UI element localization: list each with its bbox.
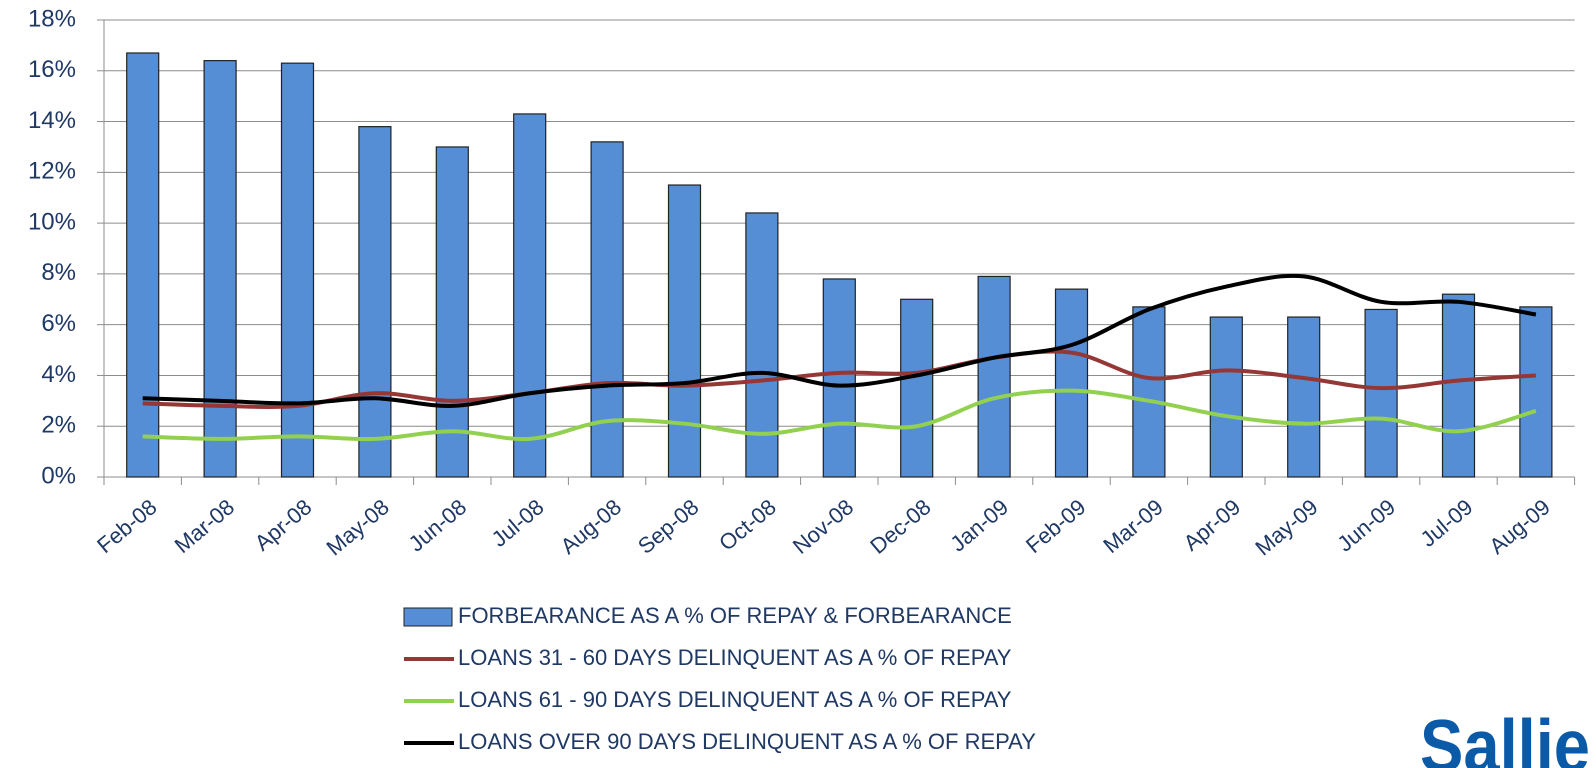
legend-label: LOANS 31 - 60 DAYS DELINQUENT AS A % OF … xyxy=(458,645,1012,670)
y-tick-label: 14% xyxy=(28,107,76,134)
x-tick-label: Feb-09 xyxy=(1021,494,1090,558)
x-tick-label: Jan-09 xyxy=(945,494,1013,556)
legend-label: LOANS 61 - 90 DAYS DELINQUENT AS A % OF … xyxy=(458,687,1012,712)
x-tick-label: Jun-09 xyxy=(1332,494,1400,556)
bar xyxy=(590,141,624,478)
x-tick-label: Apr-09 xyxy=(1179,494,1246,556)
legend-swatch xyxy=(403,607,453,627)
bar xyxy=(203,60,237,478)
y-tick-label: 12% xyxy=(28,158,76,185)
line xyxy=(142,273,1537,408)
y-tick-label: 8% xyxy=(41,259,76,286)
y-tick-label: 0% xyxy=(41,462,76,489)
legend-label: FORBEARANCE AS A % OF REPAY & FORBEARANC… xyxy=(458,603,1012,628)
y-tick-label: 18% xyxy=(28,5,76,32)
x-tick-label: May-09 xyxy=(1250,494,1322,560)
x-tick-label: Mar-09 xyxy=(1098,494,1167,558)
bar xyxy=(1209,316,1243,478)
bar xyxy=(977,275,1011,478)
x-tick-label: Jul-08 xyxy=(487,494,549,552)
x-tick-label: Oct-08 xyxy=(714,494,781,556)
logo: Sallie xyxy=(1420,705,1590,768)
x-tick-label: Aug-09 xyxy=(1484,494,1554,559)
x-tick-label: Aug-08 xyxy=(556,494,626,559)
x-tick-label: Jul-09 xyxy=(1415,494,1477,552)
bar xyxy=(358,126,392,478)
y-tick-label: 4% xyxy=(41,361,76,388)
bar xyxy=(745,212,779,478)
bar xyxy=(900,298,934,478)
bar xyxy=(126,52,160,478)
y-tick-label: 10% xyxy=(28,208,76,235)
x-tick-label: Jun-08 xyxy=(404,494,472,556)
bar xyxy=(1441,293,1476,478)
bar xyxy=(667,184,702,478)
x-tick-label: Apr-08 xyxy=(250,494,317,556)
line xyxy=(142,388,1537,442)
bar xyxy=(822,278,856,478)
x-tick-label: May-08 xyxy=(322,494,394,560)
x-tick-label: Nov-08 xyxy=(788,494,858,559)
bar xyxy=(280,62,315,478)
bar xyxy=(1519,306,1553,478)
x-tick-label: Dec-08 xyxy=(865,494,935,559)
bar xyxy=(1364,308,1398,478)
bar xyxy=(513,113,547,478)
bar xyxy=(1132,306,1166,478)
legend-label: LOANS OVER 90 DAYS DELINQUENT AS A % OF … xyxy=(458,729,1036,754)
bar xyxy=(435,146,469,478)
x-tick-label: Mar-08 xyxy=(170,494,239,558)
y-tick-label: 2% xyxy=(41,412,76,439)
y-tick-label: 16% xyxy=(28,56,76,83)
bar xyxy=(1287,316,1321,478)
y-tick-label: 6% xyxy=(41,310,76,337)
line xyxy=(142,349,1537,409)
x-tick-label: Sep-08 xyxy=(633,494,703,559)
bar xyxy=(1054,288,1089,478)
x-tick-label: Feb-08 xyxy=(92,494,161,558)
